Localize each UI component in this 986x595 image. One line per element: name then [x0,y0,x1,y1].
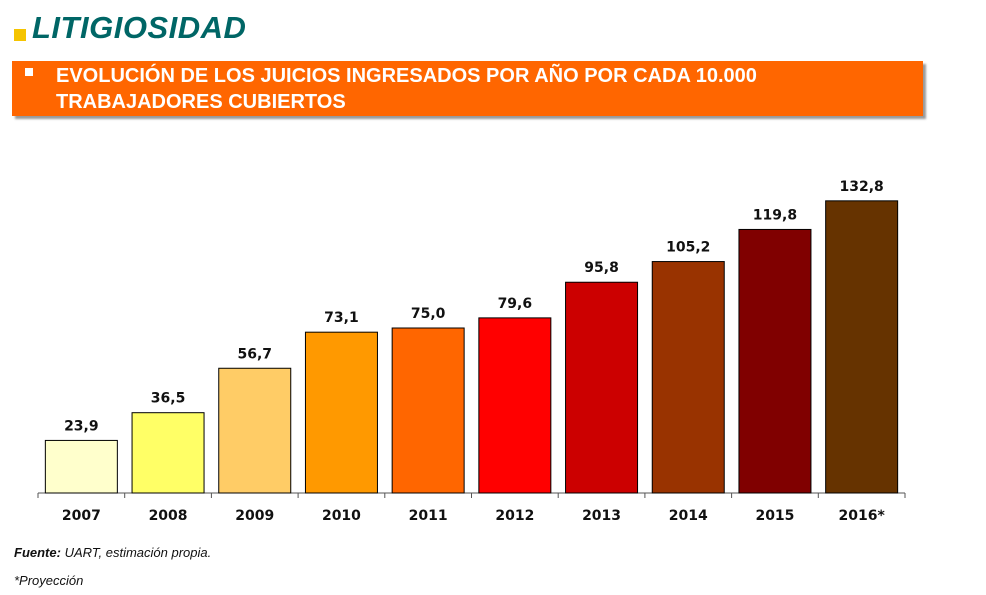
bar-value-label: 23,9 [64,418,99,434]
bar-2007 [44,439,118,494]
bar-2011 [391,327,465,494]
x-tick-label: 2016* [839,508,886,524]
bar-value-label: 36,5 [151,391,186,407]
x-tick-label: 2015 [755,508,794,524]
subtitle-banner: EVOLUCIÓN DE LOS JUICIOS INGRESADOS POR … [12,61,923,116]
x-tick-label: 2007 [62,508,101,524]
subtitle-text: EVOLUCIÓN DE LOS JUICIOS INGRESADOS POR … [56,63,903,115]
bar-value-label: 105,2 [666,240,710,256]
source-note: Fuente: UART, estimación propia. [14,545,211,560]
bar-value-label: 95,8 [584,260,619,276]
x-tick-label: 2012 [495,508,534,524]
subtitle-line-2: TRABAJADORES CUBIERTOS [56,91,346,113]
page-header: LITIGIOSIDAD [14,8,246,48]
bar-2008 [131,412,205,494]
bar-2009 [218,367,292,494]
bar-2014 [651,261,725,494]
source-text: UART, estimación propia. [60,545,212,560]
bar-2013 [565,281,639,494]
page-title: LITIGIOSIDAD [32,10,247,45]
subtitle-line-1: EVOLUCIÓN DE LOS JUICIOS INGRESADOS POR … [56,65,757,87]
bar-value-label: 73,1 [324,310,359,326]
x-tick-label: 2011 [409,508,448,524]
x-tick-label: 2008 [149,508,188,524]
bar-2015 [738,228,812,494]
x-tick-label: 2010 [322,508,361,524]
bar-value-label: 56,7 [237,346,272,362]
bar-value-label: 79,6 [498,296,533,312]
source-label: Fuente: [14,545,61,560]
bar-chart: 23,9 2007 36,5 2008 56,7 2009 73,1 2010 75,0 2011… [37,179,906,524]
x-tick-label: 2013 [582,508,621,524]
projection-note: *Proyección [14,573,84,588]
bar-value-label: 132,8 [840,179,884,195]
bar-value-label: 75,0 [411,306,446,322]
bar-2016 [825,200,899,494]
bar-2012 [478,317,552,494]
x-tick-label: 2014 [669,508,708,524]
x-tick-label: 2009 [235,508,274,524]
bar-value-label: 119,8 [753,207,797,223]
bar-2010 [304,331,378,494]
square-bullet-icon [14,29,26,41]
square-bullet-icon [25,68,33,76]
